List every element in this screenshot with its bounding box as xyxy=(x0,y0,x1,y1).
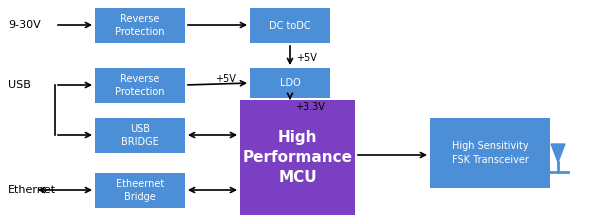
Text: DC toDC: DC toDC xyxy=(269,20,311,30)
FancyBboxPatch shape xyxy=(240,100,355,215)
Text: USB
BRIDGE: USB BRIDGE xyxy=(121,124,159,147)
Text: LDO: LDO xyxy=(279,78,300,88)
Text: Ethernet: Ethernet xyxy=(8,185,56,195)
Text: +5V: +5V xyxy=(215,74,236,84)
FancyBboxPatch shape xyxy=(95,118,185,153)
FancyBboxPatch shape xyxy=(95,173,185,208)
FancyBboxPatch shape xyxy=(95,8,185,43)
Text: USB: USB xyxy=(8,80,31,90)
Text: High Sensitivity
FSK Transceiver: High Sensitivity FSK Transceiver xyxy=(451,141,528,165)
FancyBboxPatch shape xyxy=(430,118,550,188)
FancyBboxPatch shape xyxy=(95,68,185,103)
Text: 9-30V: 9-30V xyxy=(8,20,41,30)
Text: +5V: +5V xyxy=(296,53,317,63)
Polygon shape xyxy=(551,144,565,162)
Text: +3.3V: +3.3V xyxy=(295,102,325,112)
Text: Reverse
Protection: Reverse Protection xyxy=(115,14,165,37)
FancyBboxPatch shape xyxy=(250,8,330,43)
Text: Reverse
Protection: Reverse Protection xyxy=(115,74,165,97)
Text: High
Performance
MCU: High Performance MCU xyxy=(242,130,353,185)
Text: Etheernet
Bridge: Etheernet Bridge xyxy=(116,179,164,202)
FancyBboxPatch shape xyxy=(250,68,330,98)
